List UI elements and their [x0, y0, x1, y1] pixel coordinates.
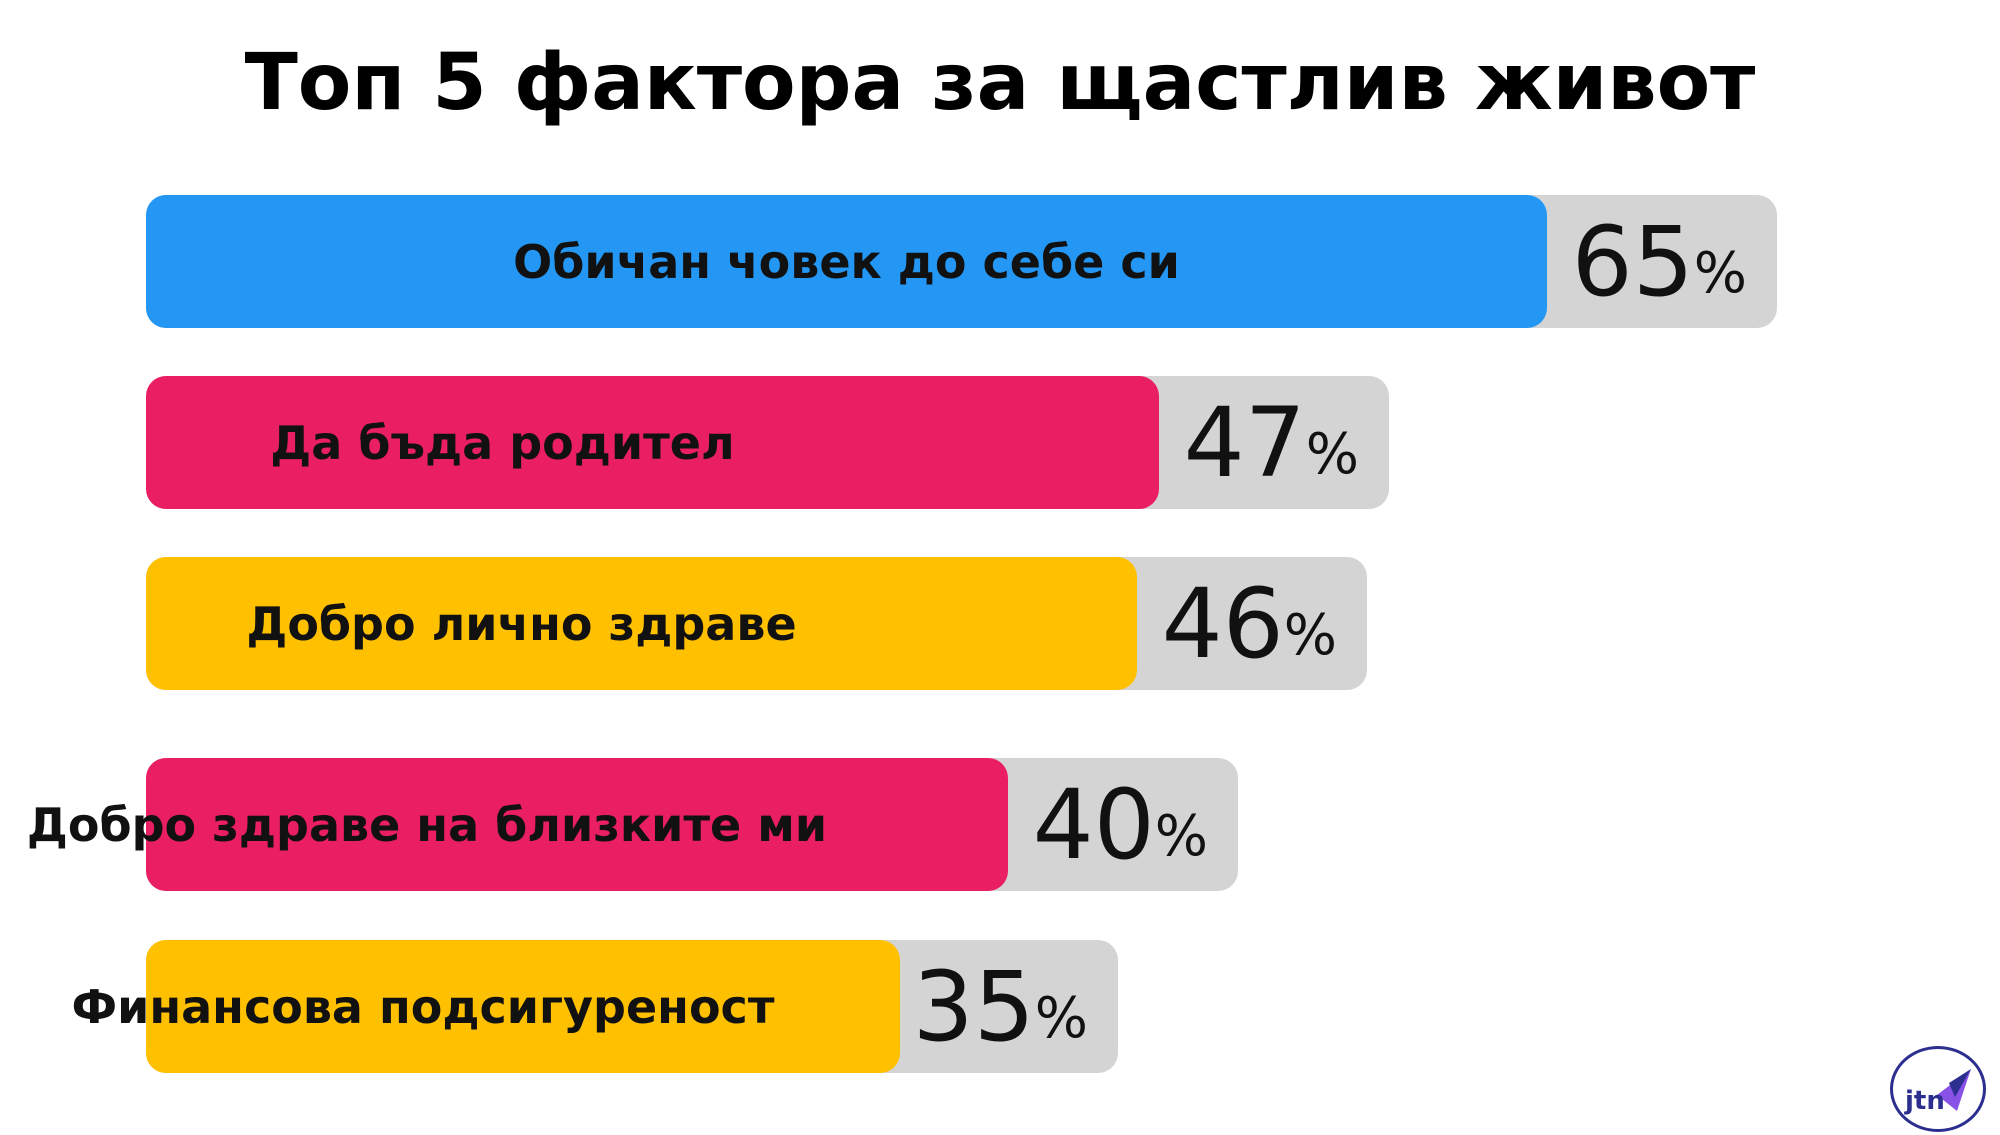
bar-row: Добро лично здраве 46% — [146, 557, 1367, 690]
chart-title: Топ 5 фактора за щастлив живот — [244, 38, 1756, 128]
bar — [146, 376, 1159, 509]
data-label: 65% — [1571, 205, 1747, 318]
bar — [146, 940, 900, 1073]
data-label: 35% — [912, 950, 1088, 1063]
jtn-logo-icon: jtn — [1904, 1069, 1971, 1116]
bar — [146, 758, 1008, 891]
bar-label: Добро лично здраве — [246, 596, 797, 651]
data-label: 46% — [1161, 567, 1337, 680]
bar — [146, 557, 1137, 690]
bar-row: Обичан човек до себе си 65% — [146, 195, 1777, 328]
bar-label: Финансова подсигуреност — [71, 979, 775, 1034]
svg-text:jtn: jtn — [1904, 1086, 1945, 1116]
jtn-logo: jtn — [1890, 1046, 1986, 1132]
bar-label: Да бъда родител — [270, 415, 735, 470]
bar-row: Добро здраве на близките ми 40% — [27, 758, 1238, 891]
bar-label: Добро здраве на близките ми — [26, 797, 828, 852]
bar-row: Да бъда родител 47% — [146, 376, 1389, 509]
bar-row: Финансова подсигуреност 35% — [72, 940, 1118, 1073]
data-label: 47% — [1183, 386, 1359, 499]
bar — [146, 195, 1547, 328]
data-label: 40% — [1032, 768, 1208, 881]
bar-label: Обичан човек до себе си — [513, 234, 1180, 289]
